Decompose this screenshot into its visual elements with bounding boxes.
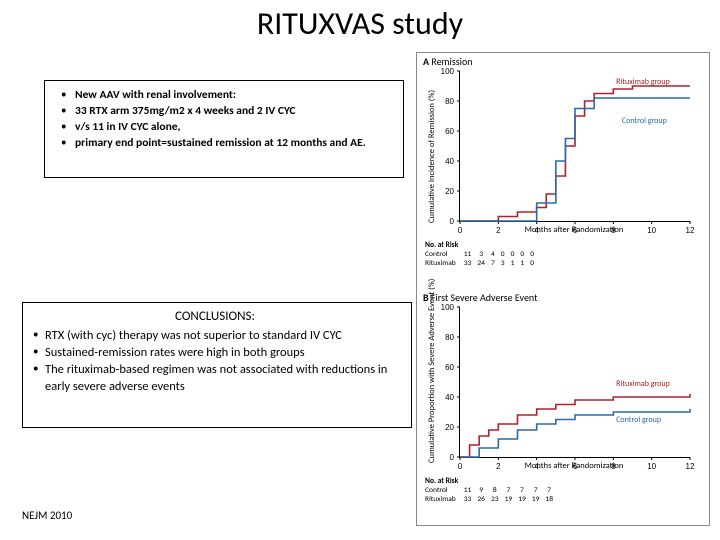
svg-text:20: 20 bbox=[445, 423, 454, 432]
svg-text:40: 40 bbox=[445, 157, 454, 166]
svg-text:0: 0 bbox=[450, 217, 455, 226]
panel-a-legend-ctrl: Control group bbox=[622, 116, 667, 126]
conclusions-heading: CONCLUSIONS: bbox=[27, 309, 403, 326]
design-item: 33 RTX arm 375mg/m2 x 4 weeks and 2 IV C… bbox=[49, 104, 395, 119]
svg-text:60: 60 bbox=[445, 127, 454, 136]
design-item: v/s 11 in IV CYC alone, bbox=[49, 120, 395, 135]
conclusions-item: Sustained-remission rates were high in b… bbox=[27, 345, 403, 361]
design-item: New AAV with renal involvement: bbox=[49, 88, 395, 103]
conclusions-item: The rituximab-based regimen was not asso… bbox=[27, 362, 403, 395]
panel-b-xlabel: Months after Randomization bbox=[459, 461, 689, 471]
panel-a-plot: 020406080100024681012 bbox=[459, 71, 690, 222]
design-item: primary end point=sustained remission at… bbox=[49, 136, 395, 151]
panel-b-ylabel: Cumulative Proportion with Severe Advers… bbox=[427, 279, 437, 463]
panel-b-legend-ctrl: Control group bbox=[616, 415, 661, 425]
svg-text:100: 100 bbox=[441, 303, 455, 312]
citation: NEJM 2010 bbox=[22, 509, 72, 522]
panel-a-ylabel: Cumulative Incidence of Remission (%) bbox=[427, 90, 437, 223]
conclusions-box: CONCLUSIONS: RTX (with cyc) therapy was … bbox=[22, 302, 412, 428]
panel-b: B First Severe Adverse Event Cumulative … bbox=[417, 289, 709, 525]
svg-text:20: 20 bbox=[445, 187, 454, 196]
svg-text:60: 60 bbox=[445, 363, 454, 372]
figure-panel: A Remission Cumulative Incidence of Remi… bbox=[416, 52, 710, 526]
svg-text:80: 80 bbox=[445, 97, 454, 106]
design-list: New AAV with renal involvement: 33 RTX a… bbox=[49, 88, 395, 151]
panel-b-legend-rtx: Rituximab group bbox=[616, 379, 670, 389]
page-title: RITUXVAS study bbox=[0, 4, 720, 43]
svg-text:0: 0 bbox=[450, 453, 455, 462]
panel-a-risk-table: No. at Risk Control11340000Rituximab3324… bbox=[425, 241, 540, 268]
svg-text:40: 40 bbox=[445, 393, 454, 402]
design-box: New AAV with renal involvement: 33 RTX a… bbox=[44, 80, 404, 178]
panel-b-risk-table: No. at Risk Control11987777Rituximab3326… bbox=[425, 477, 559, 504]
panel-a-legend-rtx: Rituximab group bbox=[616, 77, 670, 87]
panel-a: A Remission Cumulative Incidence of Remi… bbox=[417, 53, 709, 289]
conclusions-item: RTX (with cyc) therapy was not superior … bbox=[27, 328, 403, 344]
svg-text:80: 80 bbox=[445, 333, 454, 342]
conclusions-list: RTX (with cyc) therapy was not superior … bbox=[27, 328, 403, 395]
panel-a-xlabel: Months after Randomization bbox=[459, 225, 689, 235]
svg-text:100: 100 bbox=[441, 67, 455, 76]
